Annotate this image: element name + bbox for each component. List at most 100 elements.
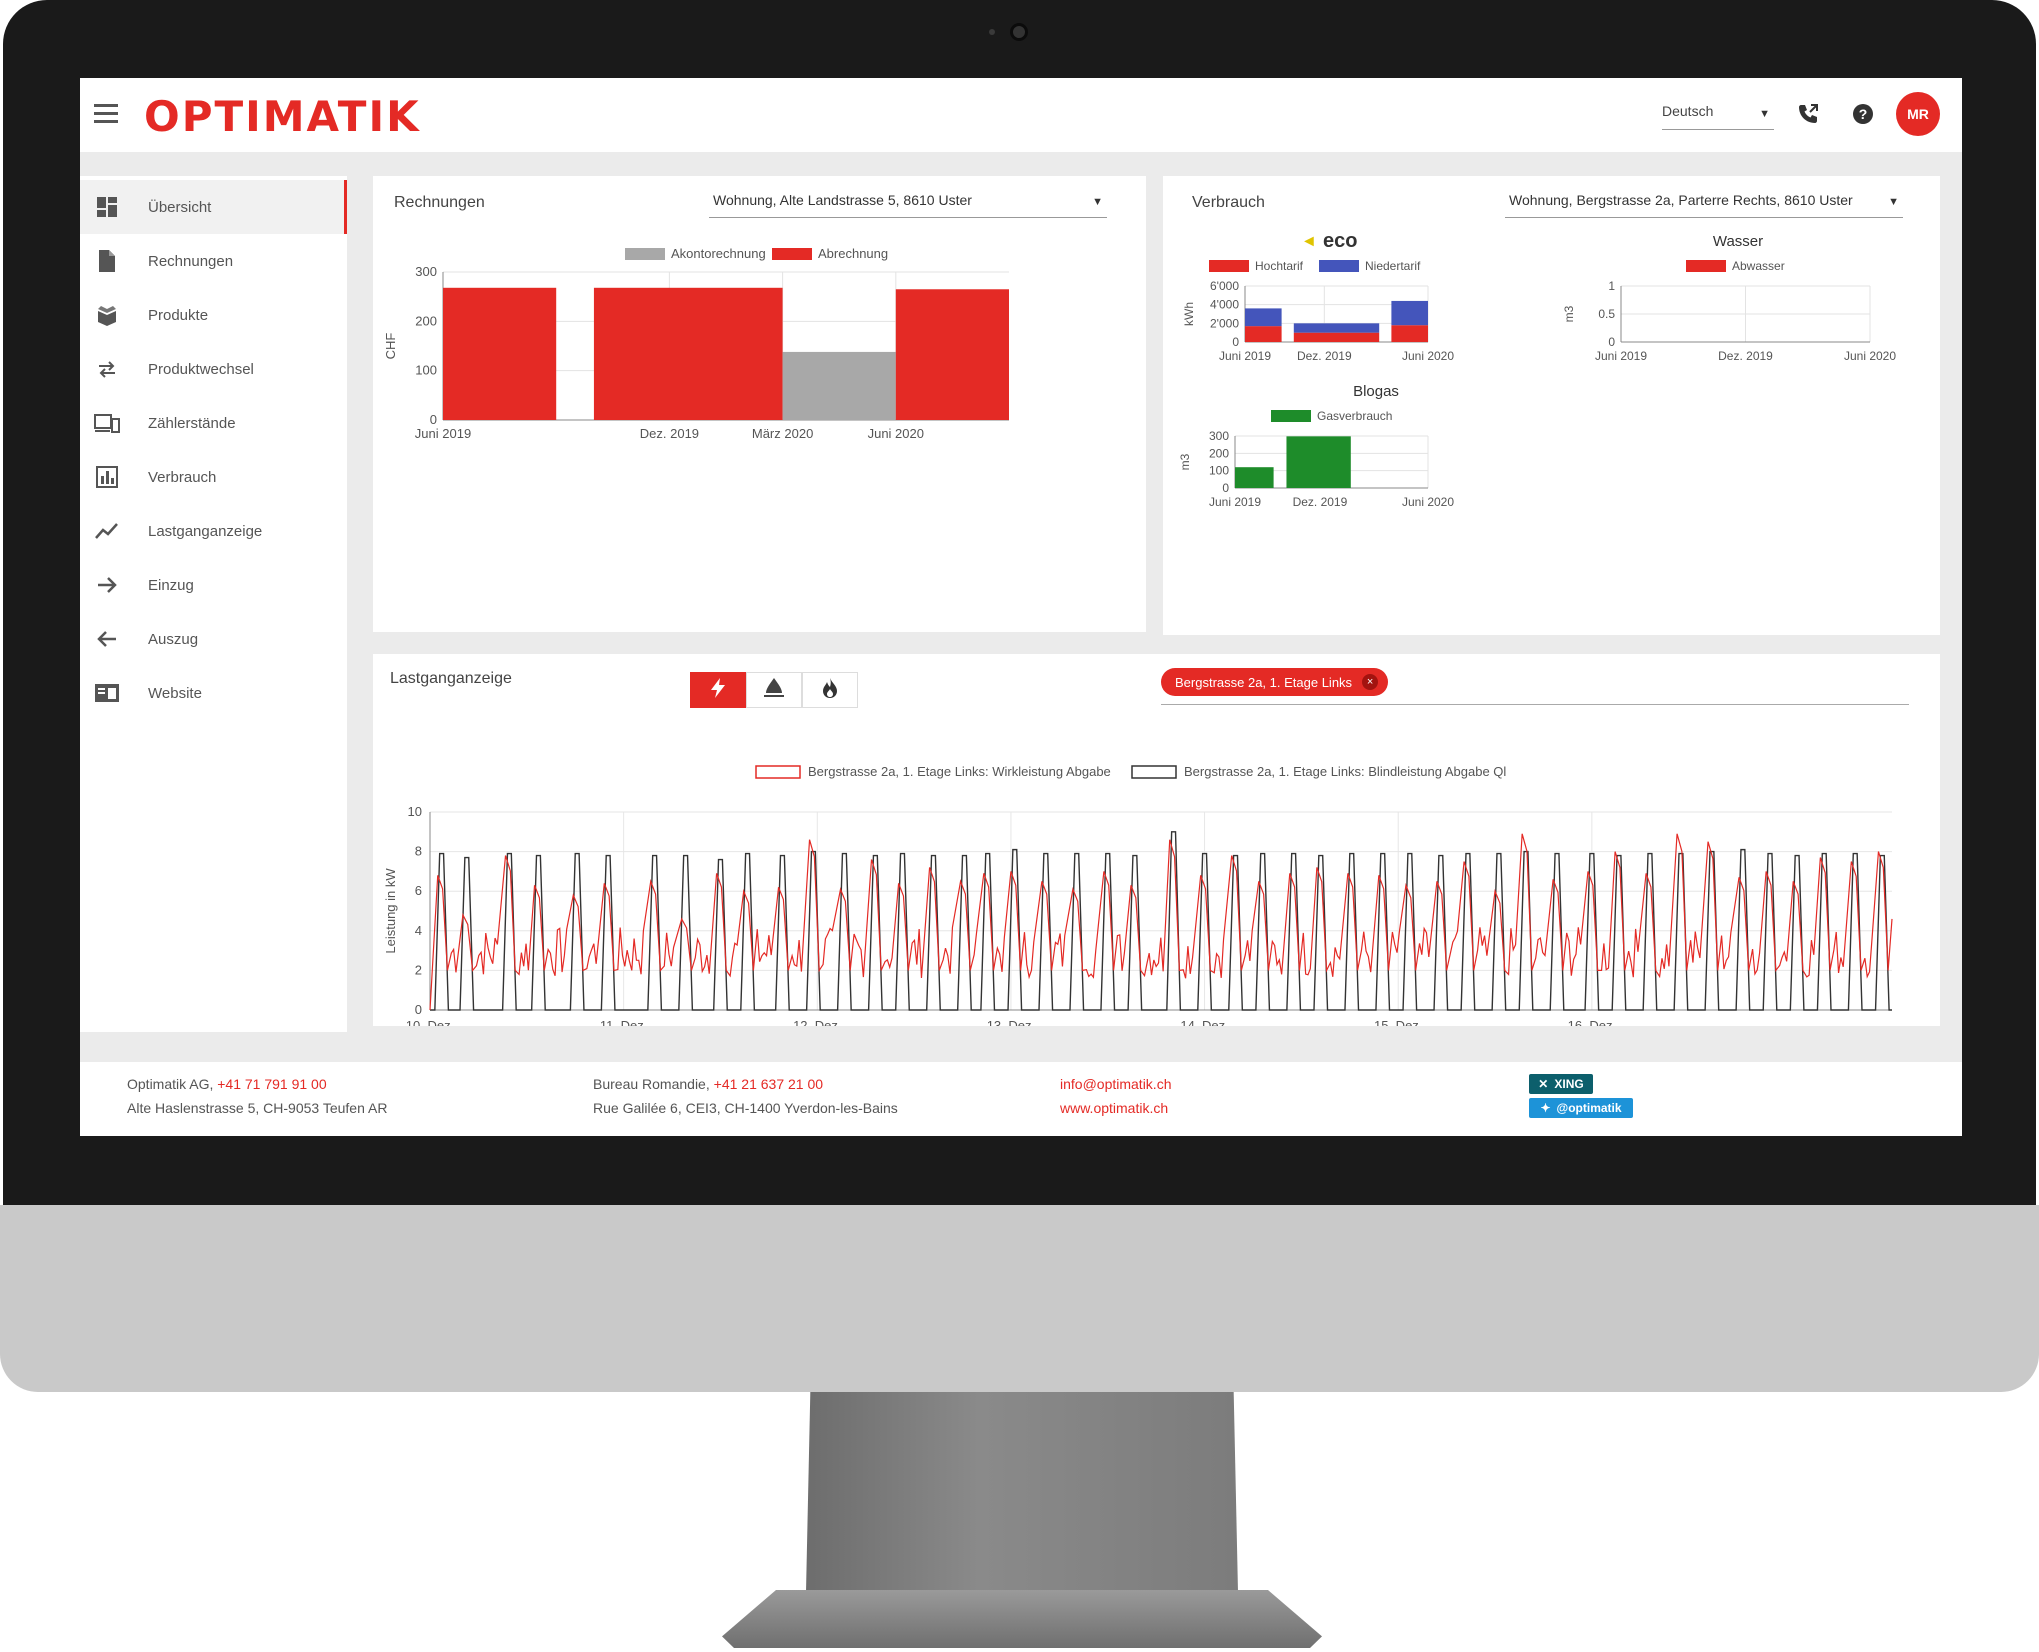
x-tick-label: Juni 2020 — [868, 426, 924, 441]
company-phone-link[interactable]: +41 71 791 91 00 — [217, 1076, 327, 1092]
twitter-icon: ✦ — [1540, 1101, 1551, 1115]
x-tick-label: 11. Dez. — [600, 1018, 647, 1026]
x-tick-label: Juni 2020 — [1402, 349, 1454, 363]
sidebar-item-label: Einzug — [148, 576, 194, 594]
y-tick-label: 200 — [415, 313, 437, 328]
address-value: Wohnung, Bergstrasse 2a, Parterre Rechts… — [1509, 192, 1853, 208]
bar-hochtarif — [1391, 325, 1428, 342]
user-avatar[interactable]: MR — [1896, 92, 1940, 136]
series-line-wirkleistung — [429, 833, 1893, 1011]
rechnungen-chart: Akontorechnung Abrechnung 0 100 200 300 Juni 2… — [383, 246, 1009, 441]
email-link[interactable]: info@optimatik.ch — [1060, 1076, 1172, 1092]
footer-company-line: Optimatik AG, +41 71 791 91 00 — [127, 1076, 327, 1092]
lastganganzeige-card: Lastganganzeige Bergstrasse 2a, 1. Etage… — [373, 654, 1940, 1026]
sidebar-item-auszug[interactable]: Auszug — [80, 612, 347, 666]
sidebar-item-website[interactable]: Website — [80, 666, 347, 720]
language-select[interactable]: Deutsch ▼ — [1662, 100, 1774, 130]
x-tick-label: Juni 2020 — [1844, 349, 1896, 363]
legend-swatch — [625, 248, 665, 260]
x-tick-label: Juni 2019 — [1209, 495, 1261, 509]
legend-swatch — [1209, 260, 1249, 272]
sidebar-item-verbrauch[interactable]: Verbrauch — [80, 450, 347, 504]
verbrauch-address-select[interactable]: Wohnung, Bergstrasse 2a, Parterre Rechts… — [1505, 186, 1903, 218]
phone-icon[interactable] — [1793, 99, 1823, 129]
y-tick-label: 10 — [408, 804, 422, 819]
y-tick-label: 4 — [415, 923, 422, 938]
y-axis-label: m3 — [1178, 453, 1192, 470]
help-icon[interactable]: ? — [1848, 99, 1878, 129]
rechnungen-title: Rechnungen — [394, 194, 485, 211]
water-button[interactable] — [746, 672, 802, 708]
sidebar-item-einzug[interactable]: Einzug — [80, 558, 347, 612]
y-tick-label: 0 — [1608, 335, 1615, 349]
bar-abrechnung — [443, 287, 557, 420]
website-link[interactable]: www.optimatik.ch — [1060, 1100, 1169, 1116]
legend-swatch — [755, 765, 801, 779]
legend-label: Abrechnung — [818, 246, 888, 261]
sidebar-item-label: Zählerstände — [148, 414, 236, 432]
bureau-address: Rue Galilée 6, CEI3, CH-1400 Yverdon-les… — [593, 1100, 898, 1116]
sidebar-item-label: Auszug — [148, 630, 199, 648]
y-axis-label: m3 — [1562, 305, 1576, 322]
legend-label: Bergstrasse 2a, 1. Etage Links: Blindlei… — [1184, 764, 1506, 779]
x-tick-label: 15. Dez. — [1374, 1018, 1422, 1026]
electricity-button[interactable] — [690, 672, 746, 708]
language-value: Deutsch — [1662, 103, 1714, 119]
sidebar-item-uebersicht[interactable]: Übersicht — [80, 180, 347, 234]
address-value: Wohnung, Alte Landstrasse 5, 8610 Uster — [713, 192, 972, 208]
lastganganzeige-title: Lastganganzeige — [390, 670, 512, 687]
close-icon[interactable]: × — [1362, 674, 1379, 690]
arrow-right-icon — [94, 572, 120, 598]
gas-button[interactable] — [802, 672, 858, 708]
devices-icon — [94, 410, 120, 436]
footer: Optimatik AG, +41 71 791 91 00 Alte Hasl… — [80, 1062, 1962, 1136]
trend-icon — [94, 518, 120, 544]
sidebar-item-produktwechsel[interactable]: Produktwechsel — [80, 342, 347, 396]
monitor-stand-neck — [806, 1392, 1238, 1592]
top-bar: OPTIMATIK Deutsch ▼ ? MR — [80, 78, 1962, 152]
arrow-left-icon — [94, 626, 120, 652]
sidebar-item-zaehlerstaende[interactable]: Zählerstände — [80, 396, 347, 450]
bureau-phone-link[interactable]: +41 21 637 21 00 — [713, 1076, 824, 1092]
x-tick-label: Dez. 2019 — [1297, 349, 1352, 363]
wasser-title: Wasser — [1713, 233, 1763, 250]
legend-swatch — [1319, 260, 1359, 272]
legend-swatch — [1131, 765, 1177, 779]
optimatik-logo[interactable]: OPTIMATIK — [144, 92, 421, 141]
menu-icon[interactable] — [94, 104, 118, 124]
y-axis-label: Leistung in kW — [383, 868, 398, 954]
sidebar-item-label: Verbrauch — [148, 468, 217, 486]
bureau-name: Bureau Romandie, — [593, 1076, 710, 1092]
sidebar: Übersicht Rechnungen Produkte Produktwec… — [80, 176, 347, 1032]
bar-gasverbrauch — [1286, 436, 1351, 488]
chevron-down-icon: ▼ — [1888, 196, 1899, 208]
x-tick-label: Juni 2019 — [415, 426, 471, 441]
chevron-down-icon: ▼ — [1759, 108, 1770, 120]
y-tick-label: 2'000 — [1210, 316, 1239, 330]
sidebar-item-label: Lastganganzeige — [148, 522, 263, 540]
y-tick-label: 200 — [1209, 446, 1229, 460]
svg-text:?: ? — [1859, 106, 1868, 122]
sidebar-item-produkte[interactable]: Produkte — [80, 288, 347, 342]
twitter-link[interactable]: ✦ @optimatik — [1529, 1098, 1633, 1118]
legend-label: Hochtarif — [1255, 259, 1304, 273]
xing-label: XING — [1554, 1077, 1584, 1091]
xing-link[interactable]: ✕ XING — [1529, 1074, 1593, 1094]
y-tick-label: 1 — [1608, 279, 1615, 293]
x-tick-label: 10. Dez. — [406, 1018, 454, 1026]
verbrauch-charts: ◄ eco Hochtarif Niedertarif 0 2'000 4'000 6'000… — [1178, 230, 1896, 509]
y-tick-label: 0 — [1222, 481, 1229, 495]
x-tick-label: 12. Dez. — [793, 1018, 841, 1026]
document-icon — [94, 248, 120, 274]
sidebar-item-label: Übersicht — [148, 198, 212, 216]
sidebar-item-rechnungen[interactable]: Rechnungen — [80, 234, 347, 288]
y-tick-label: 4'000 — [1210, 298, 1239, 312]
eco-title: eco — [1323, 230, 1357, 252]
y-tick-label: 0 — [430, 412, 437, 427]
web-icon — [94, 680, 120, 706]
sidebar-item-lastganganzeige[interactable]: Lastganganzeige — [80, 504, 347, 558]
location-chip[interactable]: Bergstrasse 2a, 1. Etage Links × — [1161, 668, 1389, 696]
monitor-chin — [0, 1205, 2039, 1392]
sidebar-item-label: Produktwechsel — [148, 360, 254, 378]
rechnungen-address-select[interactable]: Wohnung, Alte Landstrasse 5, 8610 Uster … — [709, 186, 1107, 218]
